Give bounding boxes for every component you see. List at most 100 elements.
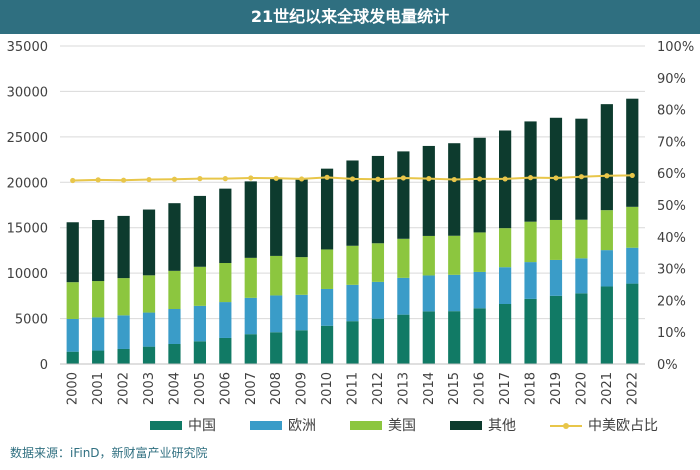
x-tick-label: 2022 — [625, 372, 640, 405]
bar-1-2001 — [92, 350, 105, 364]
x-tick-label: 2013 — [396, 372, 411, 405]
bar-2-2003 — [142, 312, 156, 347]
bar-4-2001 — [92, 219, 105, 282]
bar-3-2018 — [524, 221, 537, 263]
legend-swatch-3 — [350, 421, 382, 430]
bar-4-2015 — [448, 143, 461, 236]
bar-1-2009 — [295, 330, 308, 364]
legend-label: 中国 — [188, 418, 216, 434]
share-line-point-2019 — [553, 175, 559, 181]
bar-4-2005 — [193, 195, 206, 267]
bar-2-2021 — [600, 250, 613, 287]
x-tick-label: 2011 — [346, 372, 361, 405]
bar-2-2006 — [219, 302, 232, 338]
y-right-tick-label: 40% — [657, 231, 686, 246]
bar-3-2019 — [549, 219, 563, 260]
y-left-tick-label: 5000 — [15, 313, 48, 328]
x-tick-label: 2004 — [167, 372, 182, 405]
x-tick-label: 2010 — [320, 372, 335, 405]
x-tick-label: 2008 — [269, 372, 284, 405]
share-line-point-2015 — [451, 176, 457, 183]
bar-2-2009 — [295, 294, 308, 331]
bar-2-2013 — [397, 277, 410, 315]
bar-2-2017 — [499, 267, 512, 304]
share-line-point-2000 — [70, 177, 76, 184]
x-tick-label: 2017 — [498, 372, 513, 405]
share-line-point-2013 — [400, 175, 406, 181]
bar-4-2012 — [371, 155, 385, 244]
bar-4-2010 — [320, 168, 334, 250]
bar-2-2019 — [549, 259, 563, 296]
x-tick-label: 2020 — [574, 372, 589, 405]
share-line-point-2016 — [477, 176, 483, 182]
share-line-point-2006 — [222, 176, 228, 182]
share-line-point-2005 — [197, 176, 203, 182]
bar-3-2022 — [626, 206, 639, 248]
bar-1-2008 — [270, 332, 283, 364]
bar-4-2021 — [600, 104, 613, 211]
chart-title: 21世纪以来全球发电量统计 — [0, 0, 700, 34]
bar-4-2013 — [397, 151, 410, 239]
share-line-point-2014 — [426, 176, 432, 182]
bar-2-2012 — [371, 281, 385, 319]
share-line-point-2001 — [95, 177, 101, 183]
bar-2-2010 — [320, 288, 334, 326]
y-right-tick-label: 30% — [657, 263, 686, 278]
x-tick-label: 2001 — [91, 372, 106, 405]
y-right-tick-label: 100% — [657, 40, 694, 55]
bar-3-2014 — [422, 235, 435, 276]
x-tick-label: 2014 — [422, 372, 437, 405]
bar-2-2001 — [92, 317, 105, 351]
y-left-tick-label: 25000 — [7, 131, 48, 146]
bars — [66, 98, 639, 364]
bar-4-2020 — [575, 118, 588, 220]
share-line-point-2021 — [604, 173, 610, 179]
bar-2-2018 — [524, 262, 537, 299]
legend-label: 欧洲 — [288, 418, 316, 434]
bar-2-2000 — [66, 318, 79, 352]
bar-4-2009 — [295, 179, 308, 258]
bar-1-2022 — [626, 283, 639, 364]
axes: 0 5000 10000 15000 20000 25000 30000 35000 0% 10%… — [7, 40, 695, 405]
bar-4-2003 — [142, 209, 156, 276]
share-line-point-2012 — [375, 176, 381, 182]
share-line-point-2002 — [120, 177, 127, 183]
bar-4-2022 — [626, 98, 639, 207]
bar-2-2005 — [193, 305, 206, 342]
x-tick-label: 2019 — [549, 372, 564, 405]
share-line-point-2007 — [248, 175, 254, 181]
bar-3-2016 — [473, 232, 486, 272]
bar-4-2019 — [549, 117, 563, 220]
y-left-tick-label: 10000 — [7, 267, 48, 282]
share-line-point-2017 — [502, 176, 508, 182]
x-tick-label: 2002 — [117, 372, 132, 405]
share-line-point-2008 — [273, 175, 279, 181]
source-note: 数据来源：iFinD，新财富产业研究院 — [10, 446, 208, 460]
bar-3-2011 — [346, 245, 359, 285]
bar-2-2022 — [626, 247, 639, 284]
bar-2-2008 — [270, 295, 283, 333]
bar-4-2008 — [270, 177, 283, 256]
bar-1-2005 — [193, 341, 206, 364]
bar-3-2013 — [397, 238, 410, 278]
bar-2-2011 — [346, 284, 359, 322]
share-line-point-2003 — [146, 176, 152, 183]
y-right-tick-label: 10% — [657, 326, 686, 341]
bar-1-2016 — [473, 308, 486, 364]
chart-canvas: 0 5000 10000 15000 20000 25000 30000 35000 0% 10%… — [7, 40, 695, 434]
share-line — [70, 172, 635, 184]
bar-3-2007 — [244, 257, 257, 298]
bar-3-2009 — [295, 257, 308, 295]
share-line-point-2010 — [324, 174, 330, 180]
x-tick-label: 2016 — [473, 372, 488, 405]
bar-1-2011 — [346, 321, 359, 364]
bar-3-2021 — [600, 210, 613, 251]
bar-3-2017 — [499, 228, 512, 268]
share-line-point-2011 — [349, 176, 356, 182]
bar-1-2015 — [448, 311, 461, 364]
y-left-tick-label: 0 — [40, 358, 48, 373]
y-left-tick-label: 15000 — [7, 222, 48, 237]
bar-1-2012 — [371, 318, 385, 364]
y-right-tick-label: 60% — [657, 167, 686, 182]
